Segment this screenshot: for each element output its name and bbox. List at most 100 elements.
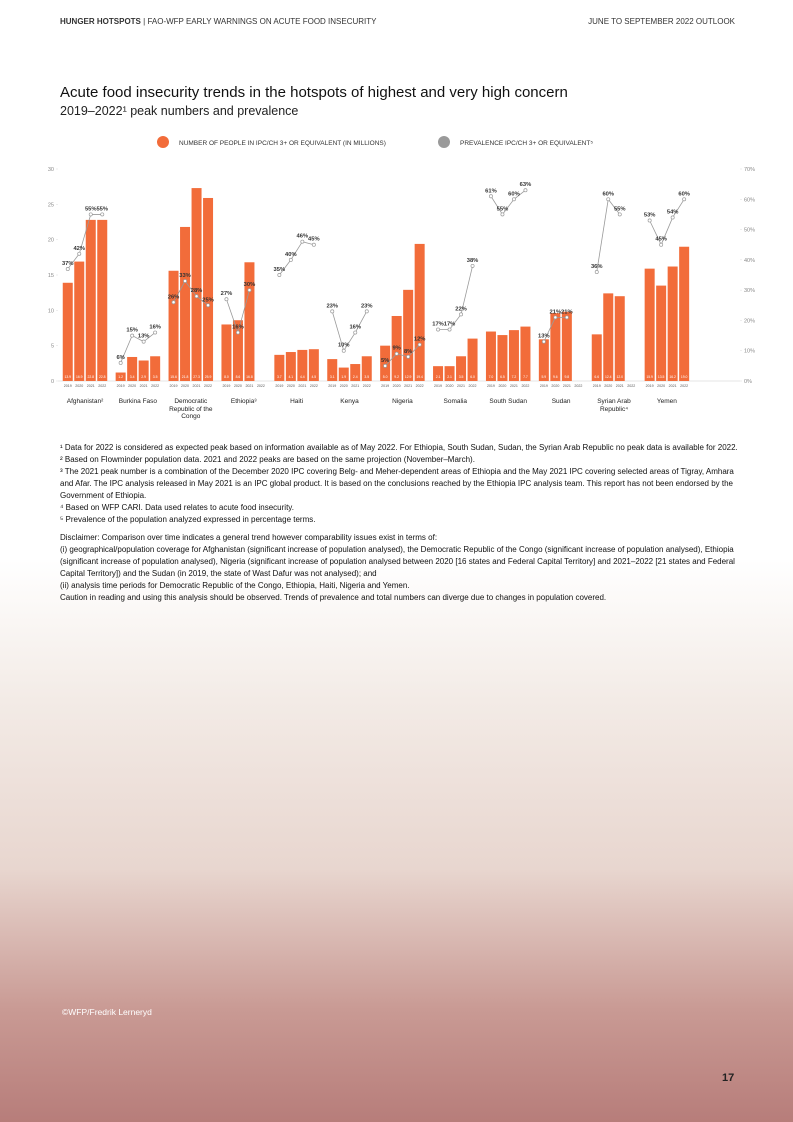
year-label: 2022	[257, 384, 265, 388]
category-label: Somalia	[443, 398, 468, 405]
prevalence-dot	[470, 263, 475, 268]
y2-tick-label: 60%	[744, 197, 755, 203]
bar	[520, 326, 531, 381]
legend-label: PREVALENCE IPC/CH 3+ OR EQUIVALENT⁵	[460, 140, 593, 147]
prevalence-line	[649, 199, 685, 246]
prevalence-dot	[383, 363, 388, 368]
disclaimer: (i) geographical/population coverage for…	[60, 545, 735, 578]
year-label: 2021	[404, 384, 412, 388]
y-tick-label: 20	[48, 238, 54, 244]
year-label: 2019	[170, 384, 178, 388]
prevalence-label: 30%	[244, 282, 256, 288]
prevalence-dot	[330, 309, 335, 314]
bar-value-label: 4.5	[311, 375, 316, 379]
category-label: Sudan	[551, 398, 571, 405]
year-label: 2019	[275, 384, 283, 388]
prevalence-dot	[417, 342, 422, 347]
prevalence-label: 12%	[414, 337, 426, 343]
bar	[433, 366, 444, 381]
prevalence-label: 15%	[126, 328, 138, 334]
year-label: 2021	[140, 384, 148, 388]
prevalence-dot	[130, 333, 135, 338]
bar-value-label: 5.9	[541, 375, 546, 379]
bar-value-label: 12.0	[616, 375, 623, 379]
bar	[338, 367, 349, 381]
bar-value-label: 21.8	[182, 375, 189, 379]
bar	[667, 266, 678, 381]
bar-value-label: 25.9	[205, 375, 212, 379]
prevalence-label: 35%	[274, 267, 286, 273]
year-label: 2020	[551, 384, 559, 388]
y2-tick-label: 50%	[744, 228, 755, 234]
prevalence-label: 55%	[96, 206, 108, 212]
prevalence-line	[384, 344, 420, 367]
y-tick-label: 10	[48, 308, 54, 314]
bar	[614, 296, 625, 381]
prevalence-label: 36%	[591, 264, 603, 270]
prevalence-label: 60%	[602, 191, 614, 197]
prevalence-label: 17%	[432, 322, 444, 328]
y2-tick-label: 30%	[744, 288, 755, 294]
y-tick-label: 5	[51, 344, 54, 350]
bar	[485, 331, 496, 381]
bar-value-label: 3.5	[153, 375, 158, 379]
chart-subtitle: 2019–2022¹ peak numbers and prevalence	[60, 104, 299, 118]
bar	[285, 352, 296, 381]
disclaimer: (ii) analysis time periods for Democrati…	[60, 581, 410, 590]
prevalence-label: 13%	[138, 334, 150, 340]
bar	[538, 339, 549, 381]
bar	[561, 311, 572, 381]
year-label: 2020	[287, 384, 295, 388]
bar-value-label: 22.8	[87, 375, 94, 379]
bar	[97, 219, 108, 381]
year-label: 2022	[680, 384, 688, 388]
year-label: 2020	[75, 384, 83, 388]
bar-value-label: 16.9	[76, 375, 83, 379]
bar	[168, 270, 179, 381]
disclaimer: Caution in reading and using this analys…	[60, 593, 607, 602]
year-label: 2019	[540, 384, 548, 388]
bar	[591, 334, 602, 381]
year-label: 2022	[521, 384, 529, 388]
prevalence-dot	[500, 212, 505, 217]
y2-tick-label: 20%	[744, 318, 755, 324]
prevalence-dot	[77, 251, 82, 256]
legend-label: NUMBER OF PEOPLE IN IPC/CH 3+ OR EQUIVAL…	[179, 140, 386, 147]
category-label: Ethiopia³	[230, 398, 257, 405]
prevalence-label: 42%	[73, 246, 85, 252]
year-label: 2019	[64, 384, 72, 388]
prevalence-label: 53%	[644, 212, 656, 218]
header-left: HUNGER HOTSPOTS | FAO-WFP EARLY WARNINGS…	[60, 17, 377, 26]
bar-value-label: 19.0	[681, 375, 688, 379]
bar	[656, 285, 667, 381]
category-label: Haiti	[290, 398, 304, 405]
prevalence-label: 45%	[308, 237, 320, 243]
bar	[444, 366, 455, 381]
category-label: Afghanistan²	[66, 398, 104, 405]
prevalence-label: 21%	[561, 309, 573, 315]
category-label: Kenya	[340, 398, 359, 405]
footnote: ³ The 2021 peak number is a combination …	[60, 467, 734, 500]
prevalence-label: 45%	[655, 237, 667, 243]
bar-value-label: 13.5	[658, 375, 665, 379]
bar-value-label: 12.9	[405, 375, 412, 379]
bar-value-label: 1.2	[118, 375, 123, 379]
y2-tick-label: 40%	[744, 258, 755, 264]
prevalence-dot	[100, 212, 105, 217]
prevalence-label: 38%	[467, 258, 479, 264]
prevalence-label: 63%	[520, 182, 532, 188]
year-label: 2021	[563, 384, 571, 388]
prevalence-label: 26%	[168, 294, 180, 300]
year-label: 2019	[381, 384, 389, 388]
prevalence-dot	[670, 215, 675, 220]
bar	[85, 219, 96, 381]
legend-swatch-bars	[157, 136, 169, 148]
bar-value-label: 9.6	[553, 375, 558, 379]
y-tick-label: 0	[51, 379, 54, 385]
bar-value-label: 19.4	[416, 375, 423, 379]
bar	[127, 356, 138, 381]
prevalence-dot	[224, 297, 229, 302]
category-label: Democratic Republic of the Congo	[169, 398, 213, 420]
year-label: 2019	[328, 384, 336, 388]
prevalence-label: 17%	[444, 322, 456, 328]
